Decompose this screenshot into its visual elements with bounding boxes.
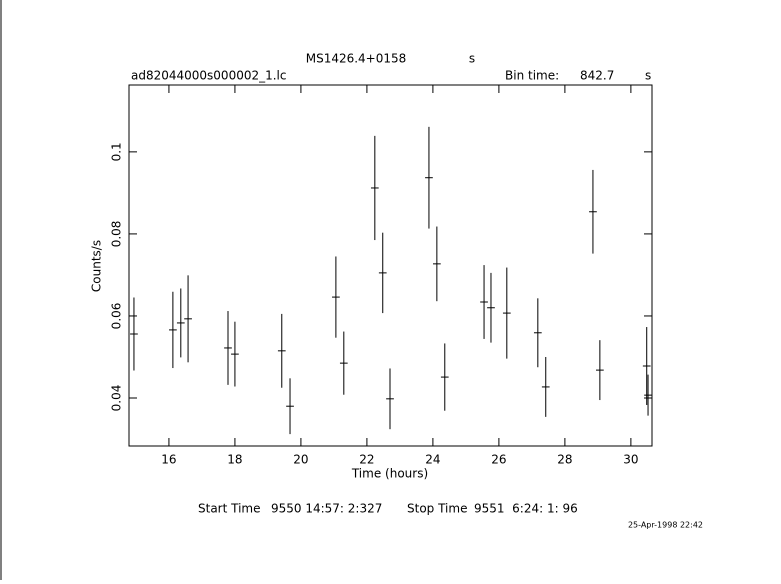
y-axis-label: Counts/s [90,240,104,292]
date: 25-Apr-1998 22:42 [628,521,703,530]
x-tick-label: 30 [623,453,638,467]
stop-time: 9551 6:24: 1: 96 [474,502,578,516]
x-tick-label: 20 [293,453,308,467]
y-tick-label: 0.04 [110,385,124,412]
chart-title: MS1426.4+0158 [306,52,407,66]
x-tick-label: 26 [491,453,506,467]
y-tick-label: 0.08 [110,221,124,248]
x-tick-label: 28 [557,453,572,467]
title-unit: s [469,52,475,66]
stop-time-label: Stop Time [407,502,467,516]
plot-frame [128,84,653,447]
x-axis-label: Time (hours) [351,467,428,481]
x-tick-label: 22 [359,453,374,467]
bin-time-unit: s [645,69,651,83]
x-tick-label: 18 [227,453,242,467]
start-time-label: Start Time [198,502,261,516]
x-tick-label: 24 [425,453,440,467]
bin-time: 842.7 [580,69,614,83]
x-tick-label: 16 [161,453,176,467]
y-tick-label: 0.06 [110,303,124,330]
bin-time-label: Bin time: [505,69,559,83]
subtitle: ad82044000s000002_1.lc [131,69,287,83]
start-time: 9550 14:57: 2:327 [271,502,382,516]
y-tick-label: 0.1 [110,142,124,161]
